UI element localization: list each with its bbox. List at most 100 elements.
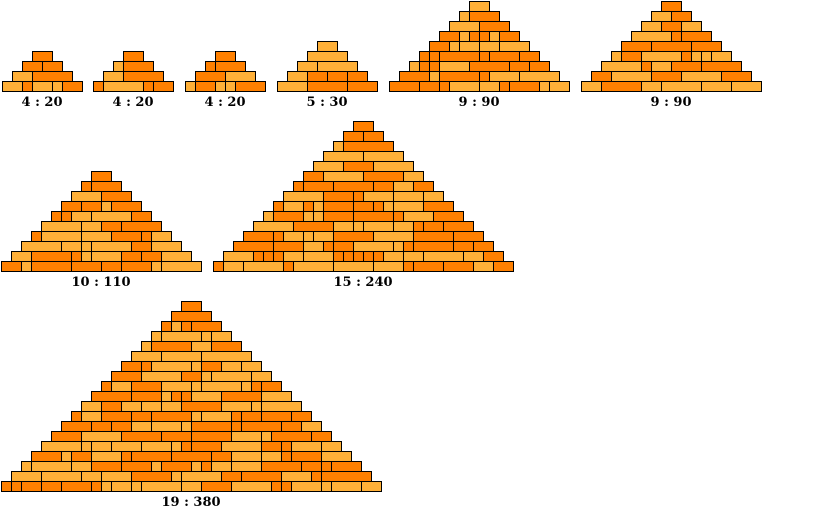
tile bbox=[331, 481, 362, 492]
tile bbox=[439, 81, 450, 92]
tile bbox=[61, 451, 72, 462]
tile bbox=[353, 191, 364, 202]
tile bbox=[399, 71, 430, 82]
tile bbox=[283, 191, 324, 202]
tile bbox=[343, 251, 354, 262]
tile bbox=[307, 81, 348, 92]
tile bbox=[191, 361, 202, 372]
tile bbox=[71, 451, 92, 462]
tile bbox=[131, 421, 152, 432]
tile bbox=[353, 221, 364, 232]
tile bbox=[31, 461, 72, 472]
tile bbox=[323, 201, 354, 212]
tile bbox=[21, 481, 42, 492]
tile bbox=[449, 21, 480, 32]
tile bbox=[61, 211, 72, 222]
tile bbox=[32, 81, 53, 92]
tile bbox=[671, 61, 702, 72]
tile bbox=[681, 31, 712, 42]
tile bbox=[221, 401, 252, 412]
tile bbox=[281, 481, 292, 492]
tile bbox=[251, 371, 272, 382]
tile bbox=[151, 411, 192, 422]
tile bbox=[201, 481, 232, 492]
tile bbox=[41, 221, 82, 232]
tile bbox=[413, 181, 434, 192]
tile bbox=[141, 371, 182, 382]
tile bbox=[261, 381, 282, 392]
tile bbox=[62, 81, 83, 92]
tile bbox=[393, 211, 404, 222]
tile bbox=[201, 361, 222, 372]
staircase-tiling bbox=[581, 1, 762, 92]
tile bbox=[373, 261, 404, 272]
tile bbox=[303, 211, 314, 222]
tile bbox=[323, 151, 364, 162]
tile bbox=[413, 221, 424, 232]
tile bbox=[291, 411, 312, 422]
tile bbox=[681, 51, 692, 62]
tile bbox=[287, 71, 308, 82]
tile bbox=[731, 81, 762, 92]
tile bbox=[1, 261, 22, 272]
tile bbox=[31, 251, 72, 262]
tile bbox=[701, 61, 742, 72]
tile bbox=[423, 251, 464, 262]
tile bbox=[323, 191, 354, 202]
tile bbox=[343, 131, 364, 142]
tile bbox=[42, 61, 63, 72]
tile bbox=[201, 351, 252, 362]
tile bbox=[403, 251, 424, 262]
tile bbox=[347, 81, 378, 92]
tile bbox=[273, 241, 304, 252]
tile bbox=[313, 211, 324, 222]
tile bbox=[171, 441, 182, 452]
tile bbox=[423, 201, 454, 212]
staircase-tiling bbox=[277, 41, 378, 92]
tile bbox=[91, 461, 122, 472]
tile bbox=[449, 41, 460, 52]
tile bbox=[363, 151, 404, 162]
tile bbox=[297, 61, 318, 72]
tile bbox=[121, 401, 142, 412]
tile bbox=[161, 351, 202, 362]
tile bbox=[111, 421, 132, 432]
tile bbox=[423, 221, 444, 232]
figure-label: 4 : 20 bbox=[112, 95, 154, 110]
tile bbox=[293, 261, 334, 272]
tile bbox=[469, 61, 510, 72]
tile bbox=[443, 221, 474, 232]
tile bbox=[231, 461, 262, 472]
tile bbox=[393, 221, 414, 232]
tile bbox=[419, 81, 440, 92]
tile bbox=[81, 441, 92, 452]
tile bbox=[353, 211, 394, 222]
tile bbox=[215, 61, 246, 72]
tile bbox=[11, 481, 22, 492]
tile bbox=[323, 241, 334, 252]
tile bbox=[243, 261, 284, 272]
tile bbox=[121, 361, 142, 372]
tile bbox=[213, 261, 224, 272]
tile bbox=[317, 41, 338, 52]
tile bbox=[141, 341, 152, 352]
tile bbox=[131, 411, 152, 422]
tile bbox=[333, 141, 344, 152]
tile bbox=[383, 201, 394, 212]
figure-label: 9 : 90 bbox=[458, 95, 500, 110]
tile bbox=[333, 231, 374, 242]
tile bbox=[393, 181, 414, 192]
tile bbox=[331, 461, 362, 472]
tile bbox=[509, 61, 530, 72]
tile bbox=[469, 1, 490, 12]
figure-label: 10 : 110 bbox=[71, 275, 131, 290]
tile bbox=[363, 171, 404, 182]
tile bbox=[61, 421, 92, 432]
tile bbox=[41, 231, 82, 242]
tile bbox=[101, 401, 122, 412]
tile bbox=[253, 251, 264, 262]
tile bbox=[101, 261, 122, 272]
tile bbox=[313, 161, 344, 172]
tile bbox=[201, 331, 212, 342]
tile bbox=[161, 381, 192, 392]
